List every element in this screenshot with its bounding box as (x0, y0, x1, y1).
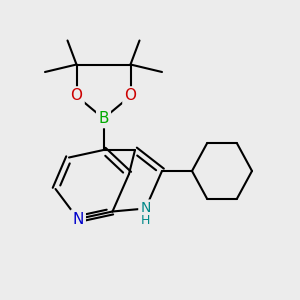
Text: H: H (141, 214, 150, 227)
Text: B: B (98, 111, 109, 126)
Text: N: N (72, 212, 84, 226)
Text: N: N (140, 202, 151, 215)
Text: O: O (70, 88, 83, 104)
Text: O: O (124, 88, 136, 104)
